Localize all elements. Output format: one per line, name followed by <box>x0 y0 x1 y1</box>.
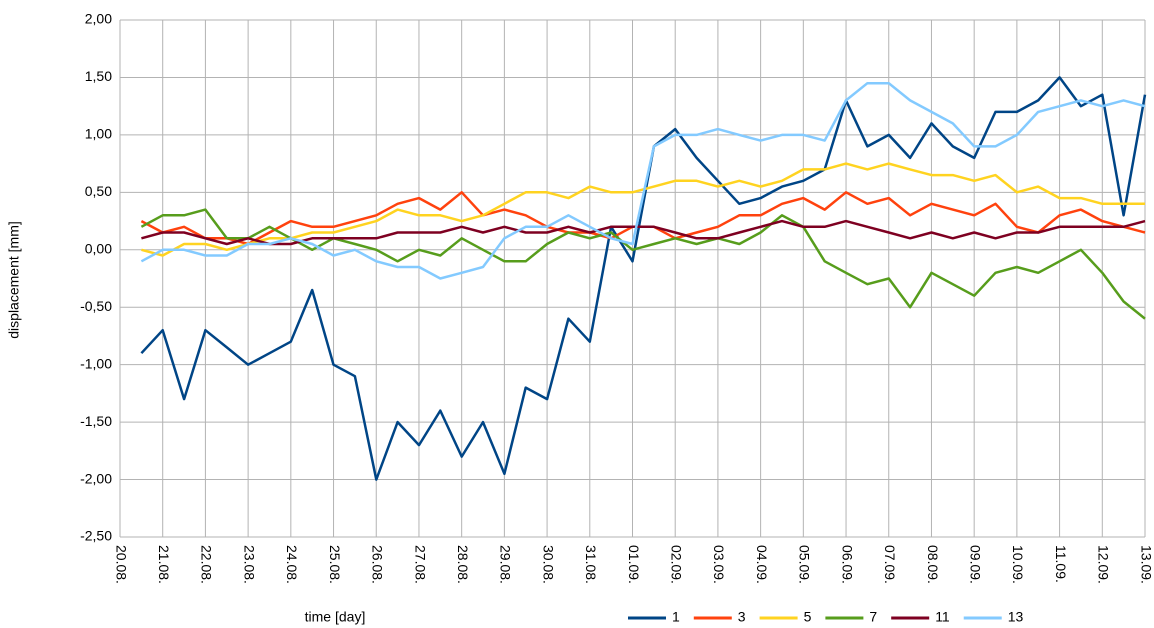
x-tick-label: 24.08. <box>284 545 300 584</box>
x-tick-label: 23.08. <box>241 545 257 584</box>
y-tick-label: -1,50 <box>80 413 112 429</box>
legend-label: 11 <box>935 609 950 625</box>
y-tick-label: 0,00 <box>85 240 112 256</box>
y-tick-label: -2,00 <box>80 470 112 486</box>
x-tick-label: 30.08. <box>540 545 556 584</box>
x-tick-label: 01.09. <box>626 545 642 584</box>
x-tick-label: 27.08. <box>412 545 428 584</box>
x-tick-label: 03.09. <box>711 545 727 584</box>
x-tick-label: 05.09. <box>797 545 813 584</box>
x-tick-label: 09.09. <box>967 545 983 584</box>
x-tick-label: 07.09. <box>882 545 898 584</box>
x-tick-label: 20.08. <box>113 545 129 584</box>
x-tick-label: 29.08. <box>498 545 514 584</box>
x-tick-label: 25.08. <box>327 545 343 584</box>
legend-label: 13 <box>1008 609 1024 625</box>
x-tick-label: 13.09. <box>1138 545 1154 584</box>
series-line <box>140 76 1147 481</box>
y-tick-label: -0,50 <box>80 298 112 314</box>
x-tick-label: 06.09. <box>839 545 855 584</box>
x-tick-label: 12.09. <box>1096 545 1112 584</box>
series-line <box>140 81 1146 280</box>
series-line <box>141 219 1146 246</box>
y-tick-label: 2,00 <box>85 11 112 27</box>
x-tick-label: 10.09. <box>1010 545 1026 584</box>
x-tick-label: 04.09. <box>754 545 770 584</box>
y-tick-label: 1,00 <box>85 126 112 142</box>
x-tick-label: 26.08. <box>370 545 386 584</box>
x-tick-label: 02.09. <box>669 545 685 584</box>
x-tick-label: 11.09. <box>1053 545 1069 583</box>
y-axis-title: displacement [mm] <box>6 221 22 338</box>
x-tick-label: 21.08. <box>156 545 172 584</box>
y-tick-label: -2,50 <box>80 528 112 544</box>
x-axis-title: time [day] <box>305 609 366 625</box>
legend-label: 5 <box>804 609 812 625</box>
y-tick-label: 1,50 <box>85 68 112 84</box>
legend-label: 3 <box>738 609 746 625</box>
y-tick-label: -1,00 <box>80 355 112 371</box>
legend-label: 1 <box>672 609 680 625</box>
x-tick-label: 22.08. <box>199 545 215 584</box>
x-tick-label: 31.08. <box>583 545 599 584</box>
y-tick-label: 0,50 <box>85 183 112 199</box>
series-line <box>140 208 1146 320</box>
x-tick-label: 28.08. <box>455 545 471 584</box>
legend-label: 7 <box>869 609 877 625</box>
x-tick-label: 08.09. <box>925 545 941 584</box>
